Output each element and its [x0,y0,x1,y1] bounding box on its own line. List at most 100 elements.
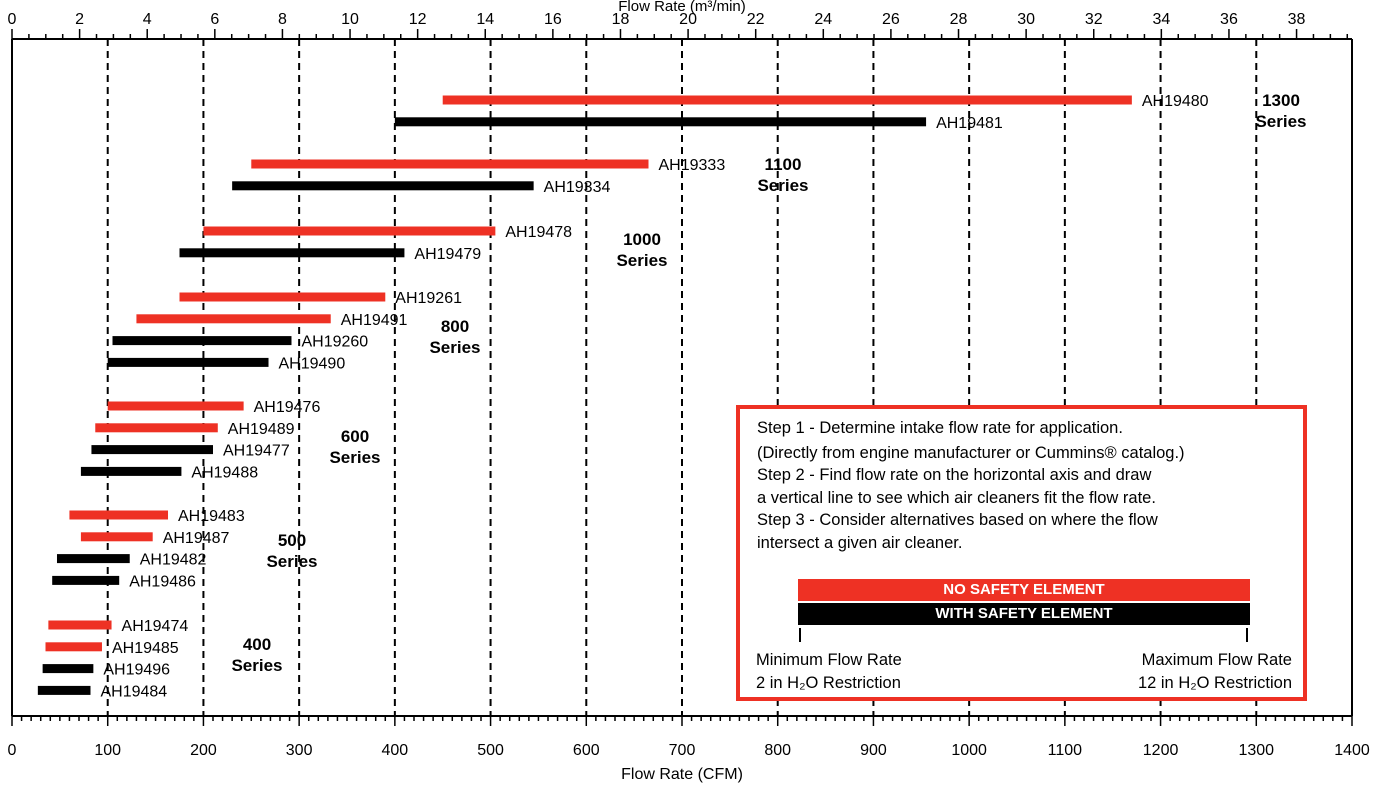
top-tick-label: 8 [278,11,287,28]
top-tick-label: 4 [143,11,152,28]
legend-max-restriction: 12 in H₂O Restriction [1137,674,1292,692]
x-tick-label: 100 [94,742,121,759]
series-label: 1100 [765,155,802,174]
legend-max-tick [1246,628,1248,642]
series-label: 400 [243,635,271,654]
range-bar [80,466,182,476]
bar-label: AH19481 [936,115,1003,132]
bar-label: AH19478 [505,224,572,241]
x-tick-label: 200 [190,742,217,759]
series-label: 800 [441,317,469,336]
legend-no-safety-bar: NO SAFETY ELEMENT [798,579,1250,601]
x-tick-label: 1300 [1238,742,1274,759]
x-tick-label: 900 [860,742,887,759]
top-tick-label: 30 [1017,11,1035,28]
bar-label: AH19490 [279,355,346,372]
bar-label: AH19488 [191,464,258,481]
range-bar [52,575,120,585]
bar-label: AH19480 [1142,93,1209,110]
step-3-text: Step 3 - Consider alternatives based on … [757,511,1158,529]
x-tick-label: 800 [764,742,791,759]
x-axis-title: Flow Rate (CFM) [621,766,743,783]
range-bar [203,226,496,236]
series-label: Series [757,176,808,195]
range-bar [69,510,169,520]
range-bar [91,445,213,455]
bar-label: AH19484 [100,683,167,700]
bar-label: AH19486 [129,573,196,590]
bar-label: AH19479 [414,246,481,263]
top-tick-label: 20 [679,11,697,28]
x-tick-label: 300 [286,742,313,759]
top-tick-label: 24 [814,11,832,28]
top-axis-title: Flow Rate (m³/min) [618,0,746,15]
bar-label: AH19260 [301,334,368,351]
bar-label: AH19333 [659,157,726,174]
top-tick-label: 12 [409,11,427,28]
series-label: Series [1255,112,1306,131]
series-label: Series [266,552,317,571]
series-label: 1300 [1262,91,1300,110]
legend-max-title: Maximum Flow Rate [1141,651,1292,669]
range-bar [394,117,927,127]
range-bar [56,554,130,564]
range-bar [42,664,94,674]
x-tick-label: 400 [382,742,409,759]
top-tick-label: 36 [1220,11,1238,28]
top-tick-label: 22 [747,11,765,28]
x-tick-label: 600 [573,742,600,759]
bar-label: AH19483 [178,508,245,525]
top-tick-label: 10 [341,11,359,28]
series-label: Series [429,338,480,357]
x-tick-label: 700 [669,742,696,759]
x-tick-label: 0 [8,742,17,759]
step-2-text-cont: a vertical line to see which air cleaner… [757,489,1156,507]
x-tick-label: 1100 [1048,742,1083,759]
step-2-text: Step 2 - Find flow rate on the horizonta… [757,466,1152,484]
series-label: 1000 [623,230,661,249]
legend-min-restriction: 2 in H₂O Restriction [756,674,901,692]
bar-label: AH19477 [223,443,290,460]
bar-label: AH19485 [112,640,179,657]
bar-label: AH19482 [140,552,207,569]
x-tick-label: 500 [477,742,504,759]
x-tick-label: 1200 [1143,742,1179,759]
bar-label: AH19474 [122,618,189,635]
top-tick-label: 38 [1288,11,1306,28]
top-tick-label: 16 [544,11,562,28]
top-tick-label: 32 [1085,11,1103,28]
step-1-text: Step 1 - Determine intake flow rate for … [757,419,1123,437]
range-bar [80,532,153,542]
bar-label: AH19334 [544,179,611,196]
range-bar [112,336,292,346]
series-label: Series [616,251,667,270]
range-bar [37,685,91,695]
top-tick-label: 0 [8,11,17,28]
top-tick-label: 2 [75,11,84,28]
bar-label: AH19496 [103,662,170,679]
range-bar [48,620,112,630]
range-bar [179,248,405,258]
step-3-text-cont: intersect a given air cleaner. [757,534,963,552]
bar-label: AH19487 [163,530,230,547]
bar-label: AH19489 [228,421,295,438]
legend-with-safety-bar: WITH SAFETY ELEMENT [798,603,1250,625]
top-tick-label: 18 [612,11,630,28]
series-label: Series [329,448,380,467]
range-bar [107,357,269,367]
top-tick-label: 26 [882,11,900,28]
range-bar [232,181,534,191]
legend-min-title: Minimum Flow Rate [756,651,902,669]
series-label: Series [231,656,282,675]
step-1-note: (Directly from engine manufacturer or Cu… [757,444,1185,462]
instructions-box: Step 1 - Determine intake flow rate for … [736,405,1307,701]
bar-label: AH19476 [254,399,321,416]
x-tick-label: 1400 [1334,742,1370,759]
range-bar [136,314,331,324]
range-bar [251,159,649,169]
range-bar [45,642,102,652]
legend-max-label: Maximum Flow Rate 12 in H₂O Restriction [1138,649,1292,695]
range-bar [179,292,386,302]
